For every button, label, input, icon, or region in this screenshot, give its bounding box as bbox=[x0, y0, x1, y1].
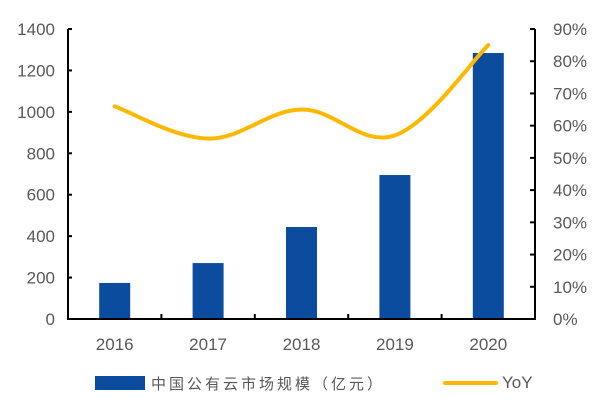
svg-text:600: 600 bbox=[27, 186, 55, 205]
svg-text:40%: 40% bbox=[553, 181, 587, 200]
svg-text:2016: 2016 bbox=[96, 335, 134, 354]
bar-series bbox=[99, 53, 504, 320]
bar-2018 bbox=[286, 227, 317, 319]
legend-item-market-size: 中国公有云市场规模（亿元） bbox=[95, 373, 385, 394]
legend-line-swatch bbox=[443, 381, 499, 385]
bar-2017 bbox=[192, 263, 224, 319]
svg-text:1200: 1200 bbox=[17, 61, 55, 80]
legend: 中国公有云市场规模（亿元） YoY bbox=[95, 370, 533, 396]
right-axis-tick-labels: 0% 10% 20% 30% 40% 50% 60% 70% 80% 90% bbox=[553, 20, 587, 329]
bar-2016 bbox=[99, 282, 131, 319]
legend-label-market-size: 中国公有云市场规模（亿元） bbox=[151, 374, 386, 393]
bar-2020 bbox=[472, 53, 504, 320]
svg-text:0: 0 bbox=[46, 310, 55, 329]
svg-text:10%: 10% bbox=[553, 278, 587, 297]
svg-text:30%: 30% bbox=[553, 213, 587, 232]
svg-text:20%: 20% bbox=[553, 246, 587, 265]
svg-text:2017: 2017 bbox=[189, 335, 227, 354]
svg-text:1000: 1000 bbox=[17, 103, 55, 122]
legend-label-yoy: YoY bbox=[502, 373, 533, 392]
svg-text:1400: 1400 bbox=[17, 20, 55, 39]
svg-text:90%: 90% bbox=[553, 20, 587, 39]
axes bbox=[67, 28, 536, 320]
bar-2019 bbox=[379, 175, 411, 319]
svg-text:800: 800 bbox=[27, 144, 55, 163]
svg-text:2018: 2018 bbox=[283, 335, 321, 354]
svg-text:2020: 2020 bbox=[469, 335, 507, 354]
legend-bar-swatch bbox=[95, 376, 145, 390]
svg-text:0%: 0% bbox=[553, 310, 578, 329]
legend-item-yoy: YoY bbox=[443, 373, 533, 393]
svg-text:70%: 70% bbox=[553, 84, 587, 103]
svg-text:50%: 50% bbox=[553, 149, 587, 168]
left-axis-tick-labels: 0 200 400 600 800 1000 1200 1400 bbox=[17, 20, 55, 329]
svg-text:400: 400 bbox=[27, 227, 55, 246]
svg-text:2019: 2019 bbox=[376, 335, 414, 354]
svg-text:200: 200 bbox=[27, 269, 55, 288]
svg-text:80%: 80% bbox=[553, 52, 587, 71]
x-axis-tick-labels: 2016 2017 2018 2019 2020 bbox=[96, 335, 507, 354]
svg-text:60%: 60% bbox=[553, 117, 587, 136]
yoy-line bbox=[112, 43, 491, 141]
